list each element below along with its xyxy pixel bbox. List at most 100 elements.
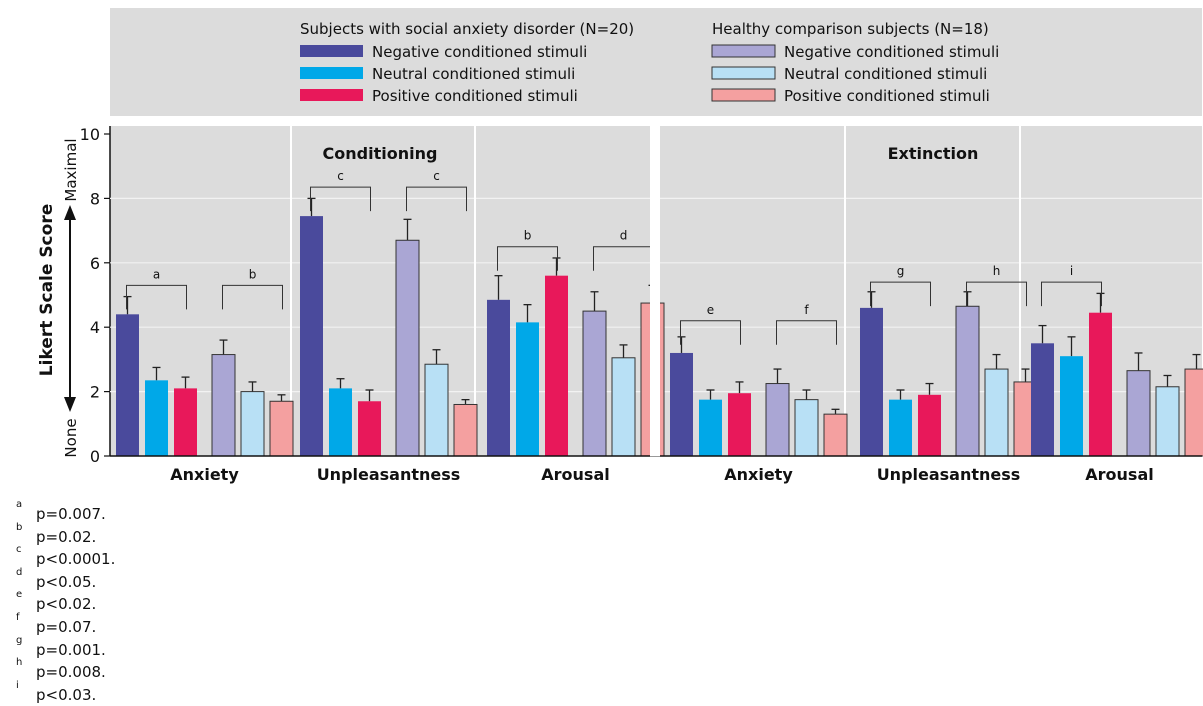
- y-tick-label: 6: [90, 254, 100, 273]
- significance-bracket: [870, 281, 931, 307]
- y-arrow-down: [64, 397, 76, 412]
- bar: [358, 401, 381, 456]
- legend-title-1: Subjects with social anxiety disorder (N…: [300, 20, 634, 38]
- bar: [955, 305, 980, 457]
- bar: [765, 383, 790, 457]
- category-label: Arousal: [1085, 465, 1153, 484]
- bar: [1126, 370, 1151, 457]
- legend-swatch: [300, 89, 363, 101]
- bar: [1155, 386, 1180, 457]
- category-label: Anxiety: [724, 465, 793, 484]
- significance-label: b: [524, 229, 532, 243]
- bar: [860, 307, 883, 456]
- y-label-none: None: [62, 418, 80, 457]
- bar: [116, 314, 139, 456]
- significance-bracket: [406, 186, 467, 212]
- y-label-maximal: Maximal: [62, 138, 80, 201]
- legend-label: Neutral conditioned stimuli: [372, 65, 575, 83]
- panel-title: Extinction: [888, 144, 979, 163]
- significance-label: a: [153, 267, 160, 281]
- significance-label: i: [1070, 264, 1073, 278]
- significance-label: h: [993, 264, 1001, 278]
- legend-label: Positive conditioned stimuli: [784, 87, 990, 105]
- bar: [395, 239, 420, 457]
- footnote-b: bp=0.02.: [16, 521, 97, 546]
- legend-box: [110, 8, 1202, 116]
- bar: [918, 394, 941, 456]
- bar: [1031, 343, 1054, 456]
- bar: [269, 400, 294, 457]
- significance-label: b: [249, 267, 257, 281]
- bar: [174, 388, 197, 456]
- bar: [516, 322, 539, 456]
- category-label: Anxiety: [170, 465, 239, 484]
- bar: [794, 399, 819, 457]
- bar: [300, 216, 323, 456]
- footnote-c: cp<0.0001.: [16, 544, 116, 569]
- legend-label: Negative conditioned stimuli: [784, 43, 999, 61]
- legend-swatch: [711, 66, 776, 80]
- y-tick-label: 2: [90, 383, 100, 402]
- bar: [582, 310, 607, 457]
- category-label: Unpleasantness: [877, 465, 1021, 484]
- footnotes: ap=0.007. bp=0.02. cp<0.0001. dp<0.05. e…: [16, 499, 116, 704]
- bar: [1060, 356, 1083, 456]
- footnote-f: fp=0.07.: [16, 611, 97, 636]
- y-tick-label: 0: [90, 447, 100, 466]
- bar: [424, 363, 449, 457]
- bar: [1089, 312, 1112, 456]
- bar: [611, 357, 636, 457]
- category-label: Unpleasantness: [317, 465, 461, 484]
- y-tick-label: 10: [80, 125, 100, 144]
- significance-label: f: [804, 303, 809, 317]
- bar: [728, 393, 751, 456]
- significance-bracket: [310, 186, 371, 212]
- bar: [699, 399, 722, 456]
- significance-bracket: [126, 284, 187, 310]
- significance-bracket: [222, 284, 283, 310]
- bar: [889, 399, 912, 456]
- bar: [211, 354, 236, 457]
- footnote-h: hp=0.008.: [16, 657, 106, 682]
- footnote-e: ep<0.02.: [16, 589, 97, 614]
- bar: [984, 368, 1009, 457]
- bar: [1184, 368, 1203, 457]
- y-axis-label: Likert Scale Score: [37, 204, 57, 376]
- footnote-a: ap=0.007.: [16, 499, 106, 523]
- y-tick-label: 4: [90, 318, 100, 337]
- bar: [145, 380, 168, 456]
- footnote-g: gp=0.001.: [16, 634, 106, 659]
- legend-swatch: [711, 44, 776, 58]
- likert-bar-chart: Subjects with social anxiety disorder (N…: [37, 8, 1203, 484]
- legend-label: Negative conditioned stimuli: [372, 43, 587, 61]
- significance-label: c: [433, 169, 440, 183]
- bar: [487, 299, 510, 456]
- bar: [670, 352, 693, 456]
- y-tick-label: 8: [90, 189, 100, 208]
- legend-label: Neutral conditioned stimuli: [784, 65, 987, 83]
- footnote-d: dp<0.05.: [16, 566, 97, 591]
- significance-bracket: [776, 320, 837, 345]
- footnote-i: ip<0.03.: [16, 679, 97, 704]
- bar: [545, 275, 568, 456]
- legend-swatch: [300, 67, 363, 79]
- bar: [453, 403, 478, 457]
- significance-bracket: [680, 320, 741, 345]
- bar: [240, 391, 265, 457]
- significance-label: e: [707, 303, 714, 317]
- y-arrow-up: [64, 205, 76, 220]
- significance-label: c: [337, 169, 344, 183]
- significance-label: g: [897, 264, 905, 278]
- significance-bracket: [497, 246, 558, 271]
- significance-bracket: [1041, 281, 1102, 307]
- bar: [329, 388, 352, 456]
- legend-swatch: [711, 88, 776, 102]
- panel-title: Conditioning: [323, 144, 438, 163]
- legend-swatch: [300, 45, 363, 57]
- significance-bracket: [966, 281, 1027, 307]
- legend-label: Positive conditioned stimuli: [372, 87, 578, 105]
- significance-label: d: [620, 229, 628, 243]
- legend-title-2: Healthy comparison subjects (N=18): [712, 20, 989, 38]
- bar: [823, 413, 848, 457]
- category-label: Arousal: [541, 465, 609, 484]
